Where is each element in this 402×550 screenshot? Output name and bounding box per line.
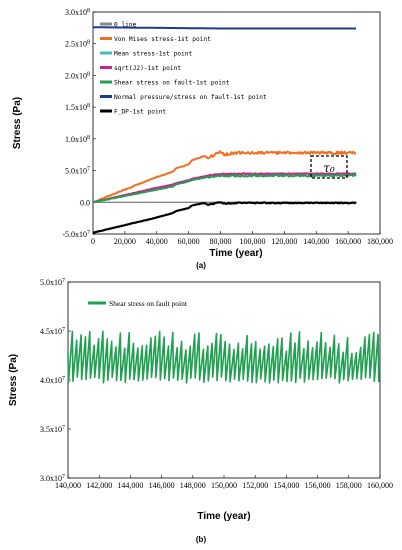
series-lines-b — [67, 330, 380, 384]
series-line-f_dp — [92, 201, 357, 234]
x-tick-label: 120,000 — [271, 237, 297, 246]
x-tick-label: 40,000 — [146, 237, 168, 246]
plot-frame-b — [67, 281, 381, 479]
legend-label: F_DP-1st point — [114, 109, 166, 116]
panel-label-a: (a) — [196, 261, 206, 270]
y-tick-label: 3.5x107 — [40, 425, 65, 434]
panel-label-b: (b) — [196, 535, 207, 544]
series-line-normal_pressure — [93, 26, 357, 30]
y-axis-b: 3.0x107 3.5x107 4.0x107 4.5x107 5.0x107 — [40, 278, 71, 483]
x-axis-label-b: Time (year) — [197, 511, 250, 522]
x-tick-label: 20,000 — [114, 237, 136, 246]
series-lines-a — [92, 26, 357, 234]
y-tick-label: 4.0x107 — [40, 376, 65, 385]
y-tick-label: 5.0x107 — [40, 278, 65, 287]
x-tick-label: 180,000 — [367, 237, 393, 246]
legend-label: sqrt(J2)-1st point — [114, 65, 181, 72]
legend-b: Shear stress on fault point — [88, 299, 188, 308]
y-tick-label: 2.0x108 — [65, 71, 90, 80]
x-tick-label: 156,000 — [305, 481, 331, 490]
y-tick-label: 5.0x107 — [65, 167, 90, 176]
series-line-sqrt_j2 — [92, 172, 357, 204]
x-tick-label: 144,000 — [117, 481, 143, 490]
y-tick-label: 0.0 — [80, 198, 90, 207]
chart-b: 3.0x107 3.5x107 4.0x107 4.5x107 5.0x107 140,… — [8, 278, 393, 544]
y-tick-label: 4.5x107 — [40, 327, 65, 336]
x-tick-label: 140,000 — [55, 481, 81, 490]
tau-annotation: τ₀ — [323, 161, 335, 175]
chart-a: -5.0x107 0.0 5.0x107 1.0x108 1.5x108 2.0x108 2… — [12, 8, 393, 270]
x-tick-label: 160,000 — [367, 481, 393, 490]
legend-label: Shear stress on fault point — [109, 299, 188, 308]
y-axis-label-b: Stress (Pa) — [8, 354, 19, 406]
x-tick-label: 154,000 — [273, 481, 299, 490]
x-tick-label: 152,000 — [242, 481, 268, 490]
x-axis-b: 140,000 142,000 144,000 146,000 148,000 150,0… — [55, 475, 393, 490]
y-axis-label-a: Stress (Pa) — [12, 97, 23, 149]
series-line-von_mises — [92, 150, 357, 204]
legend-a: 0 line Von Mises stress-1st point Mean str… — [100, 22, 267, 116]
y-tick-label: 1.0x108 — [65, 135, 90, 144]
series-line-shear — [92, 173, 357, 204]
x-tick-label: 142,000 — [86, 481, 112, 490]
series-line-shear — [67, 330, 380, 384]
x-axis-label-a: Time (year) — [209, 248, 262, 259]
x-tick-label: 80,000 — [210, 237, 232, 246]
annotation-box — [310, 155, 348, 179]
x-tick-label: 158,000 — [336, 481, 362, 490]
y-tick-label: -5.0x107 — [62, 230, 90, 239]
y-tick-label: 3.0x107 — [40, 474, 65, 483]
legend-label: Mean stress-1st point — [114, 51, 193, 58]
y-tick-label: 1.5x108 — [65, 103, 90, 112]
x-tick-label: 140,000 — [303, 237, 329, 246]
legend-label: 0 line — [114, 22, 137, 29]
x-tick-label: 148,000 — [180, 481, 206, 490]
x-tick-label: 150,000 — [211, 481, 237, 490]
y-tick-label: 3.0x108 — [65, 8, 90, 17]
legend-label: Normal pressure/stress on fault-1st poin… — [114, 94, 267, 101]
legend-label: Von Mises stress-1st point — [114, 36, 211, 43]
legend-label: Shear stress on fault-1st point — [114, 80, 230, 87]
x-tick-label: 100,000 — [239, 237, 265, 246]
x-axis-a: 0 20,000 40,000 60,000 80,000 100,000 120,000 1… — [91, 231, 393, 246]
x-tick-label: 160,000 — [335, 237, 361, 246]
x-tick-label: 60,000 — [178, 237, 200, 246]
y-axis-a: -5.0x107 0.0 5.0x107 1.0x108 1.5x108 2.0x108 2… — [62, 8, 96, 239]
y-tick-label: 2.5x108 — [65, 40, 90, 49]
x-tick-label: 146,000 — [149, 481, 175, 490]
plot-frame-a — [92, 11, 381, 235]
x-tick-label: 0 — [91, 237, 95, 246]
